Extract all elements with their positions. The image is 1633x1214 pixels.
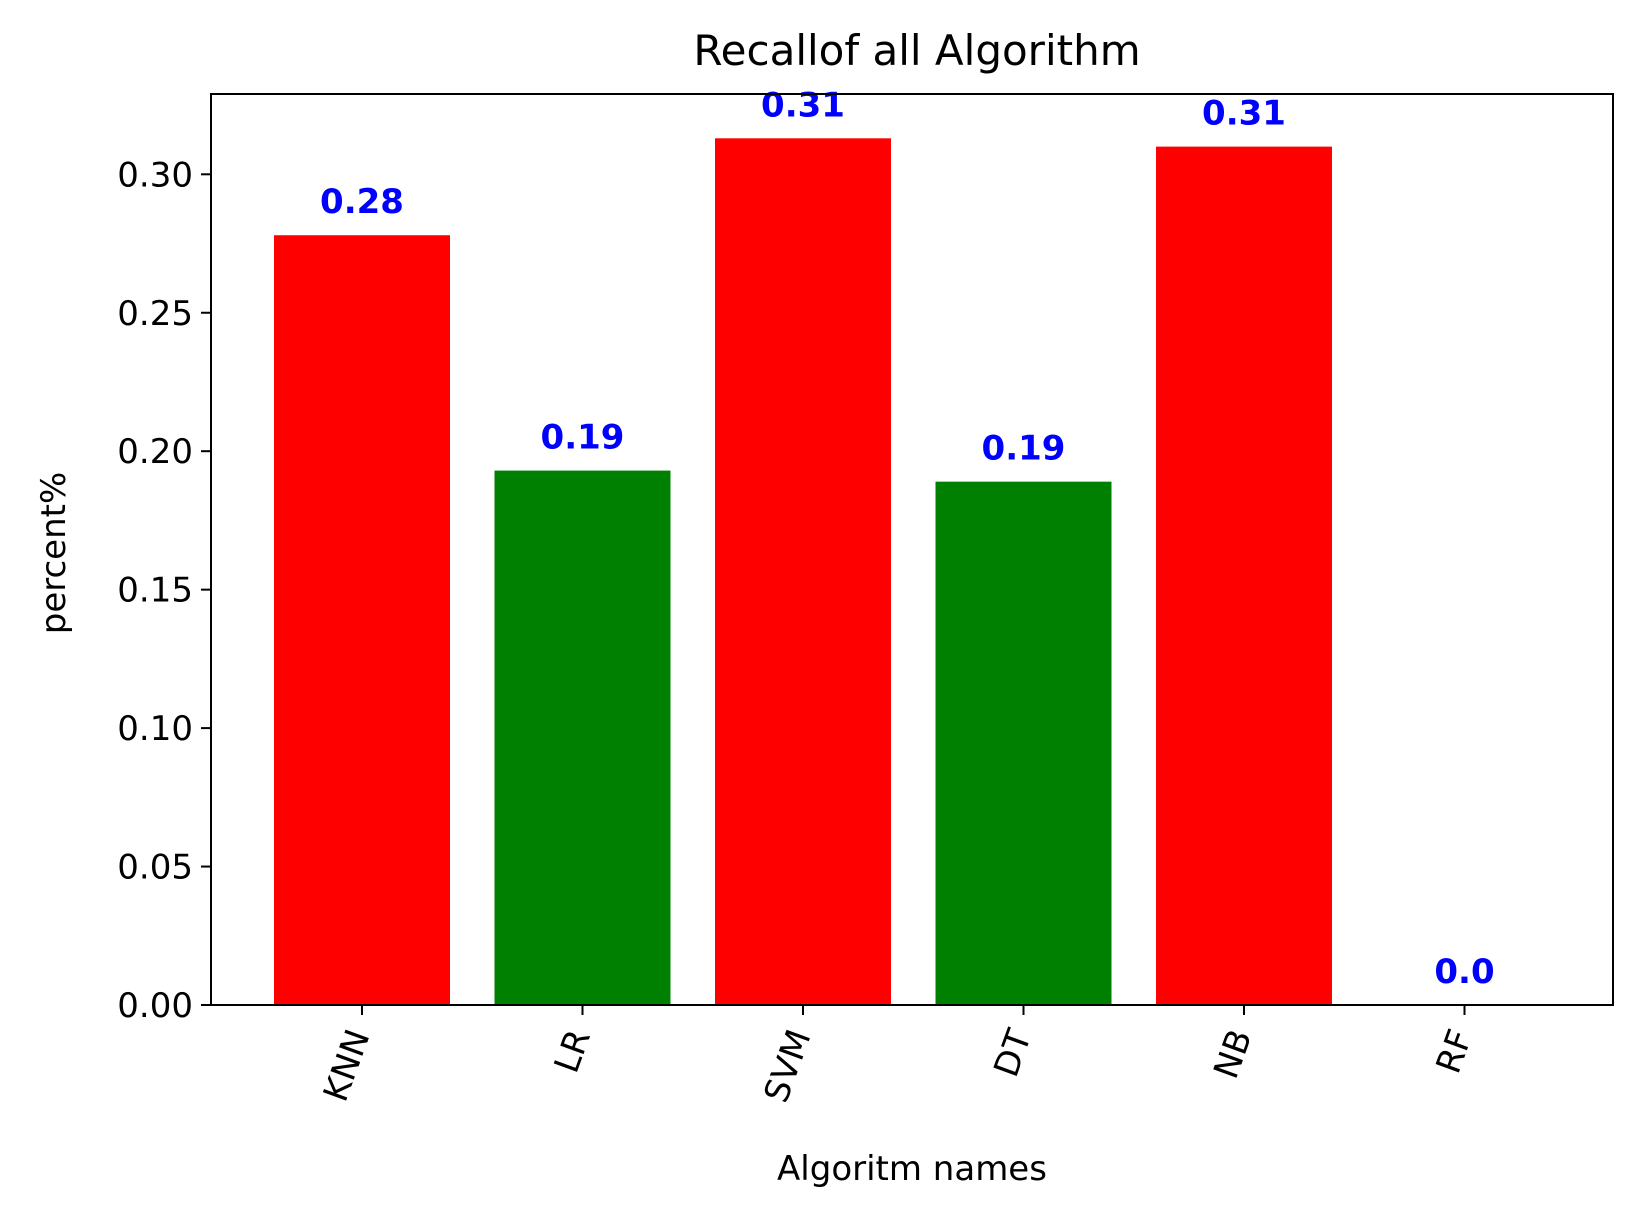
data-labels-layer: 0.28 0.19 0.31 0.19 0.31 0.0 xyxy=(320,85,1495,992)
bar-lr xyxy=(494,470,671,1005)
y-axis-label: percent% xyxy=(34,472,74,635)
x-tick-label-nb: NB xyxy=(1206,1024,1260,1084)
x-axis-label: Algoritm names xyxy=(777,1149,1047,1189)
bar-svm xyxy=(715,138,891,1005)
x-tick-label-rf: RF xyxy=(1429,1024,1481,1078)
x-tick-label-dt: DT xyxy=(986,1024,1040,1082)
y-axis: 0.00 0.05 0.10 0.15 0.20 0.25 0.30 xyxy=(117,155,211,1026)
data-label-nb: 0.31 xyxy=(1202,94,1286,134)
data-label-lr: 0.19 xyxy=(541,418,625,458)
bar-knn xyxy=(274,235,450,1005)
y-tick-label: 0.15 xyxy=(117,571,193,611)
bars-layer xyxy=(274,138,1332,1006)
y-tick-label: 0.25 xyxy=(117,294,193,334)
data-label-svm: 0.31 xyxy=(761,85,845,125)
plot-frame xyxy=(210,93,1614,1006)
data-label-knn: 0.28 xyxy=(320,182,404,222)
x-axis: KNN LR SVM DT NB RF xyxy=(316,1005,1481,1108)
x-tick-label-svm: SVM xyxy=(756,1024,819,1107)
data-label-dt: 0.19 xyxy=(982,429,1066,469)
y-tick-label: 0.30 xyxy=(117,155,193,195)
data-label-rf: 0.0 xyxy=(1434,952,1494,992)
bar-nb xyxy=(1156,146,1332,1005)
y-tick-label: 0.05 xyxy=(117,848,193,888)
y-tick-label: 0.00 xyxy=(117,986,193,1026)
chart-title: Recallof all Algorithm xyxy=(693,26,1140,75)
bar-dt xyxy=(935,481,1112,1006)
y-tick-label: 0.10 xyxy=(117,709,193,749)
y-tick-label: 0.20 xyxy=(117,432,193,472)
x-tick-label-knn: KNN xyxy=(316,1024,379,1106)
x-tick-label-lr: LR xyxy=(547,1024,599,1078)
